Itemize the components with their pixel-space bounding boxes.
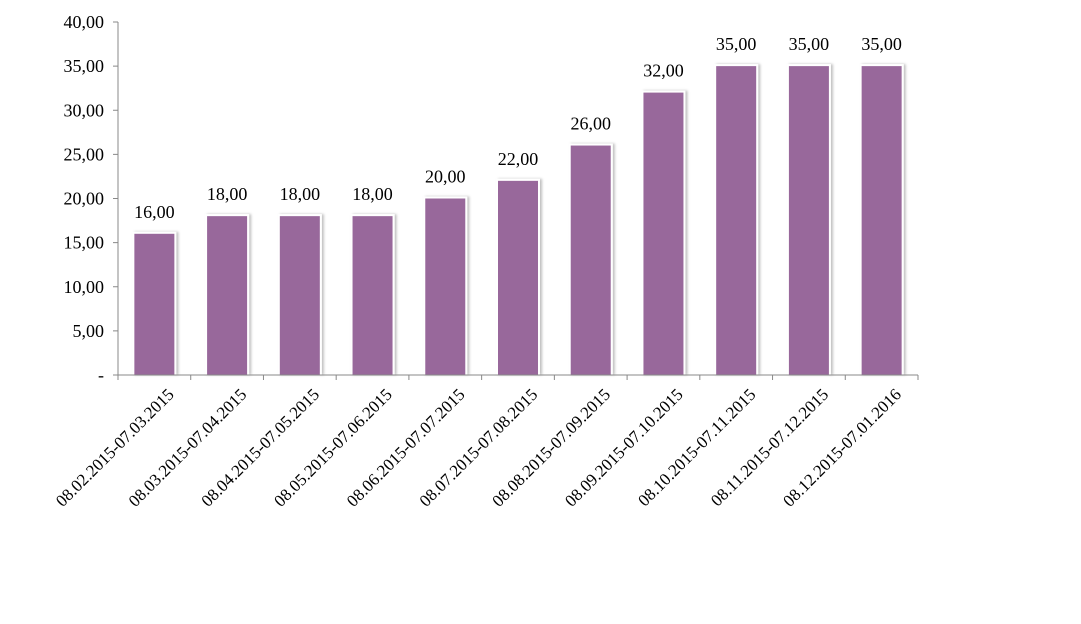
bar <box>352 216 393 375</box>
x-category-label: 08.11.2015-07.12.2015 <box>707 385 832 510</box>
data-label: 18,00 <box>280 184 321 204</box>
bar <box>134 233 175 375</box>
data-label: 22,00 <box>498 149 539 169</box>
x-category-label: 08.06.2015-07.07.2015 <box>343 385 469 511</box>
y-tick-label: - <box>98 365 104 385</box>
data-label: 18,00 <box>352 184 393 204</box>
y-tick-label: 15,00 <box>64 233 105 253</box>
x-category-label: 08.03.2015-07.04.2015 <box>125 385 251 511</box>
x-category-label: 08.04.2015-07.05.2015 <box>197 385 323 511</box>
x-category-label: 08.07.2015-07.08.2015 <box>416 385 542 511</box>
data-label: 26,00 <box>570 114 611 134</box>
x-category-label: 08.08.2015-07.09.2015 <box>488 385 614 511</box>
data-label: 35,00 <box>716 34 757 54</box>
bar <box>716 66 757 375</box>
data-label: 35,00 <box>789 34 830 54</box>
y-tick-label: 35,00 <box>64 56 105 76</box>
y-tick-label: 10,00 <box>64 277 105 297</box>
bar <box>788 66 829 375</box>
x-category-label: 08.12.2015-07.01.2016 <box>779 385 905 511</box>
y-tick-label: 30,00 <box>64 100 105 120</box>
data-label: 32,00 <box>643 61 684 81</box>
bar <box>570 145 611 375</box>
bar <box>279 216 320 375</box>
data-label: 35,00 <box>861 34 902 54</box>
labels-group: - 5,00 10,00 15,00 20,00 25,00 30,00 35,00 40,00… <box>52 12 905 511</box>
data-label: 18,00 <box>207 184 248 204</box>
data-label: 20,00 <box>425 167 466 187</box>
y-tick-label: 20,00 <box>64 189 105 209</box>
x-category-label: 08.02.2015-07.03.2015 <box>52 385 178 511</box>
axes-group <box>113 21 919 380</box>
data-label: 16,00 <box>134 202 175 222</box>
x-category-label: 08.05.2015-07.06.2015 <box>270 385 396 511</box>
bar <box>643 92 684 375</box>
bar <box>861 66 902 375</box>
bars-group <box>132 64 904 375</box>
bar <box>207 216 248 375</box>
y-tick-label: 40,00 <box>64 12 105 32</box>
x-category-label: 08.10.2015-07.11.2015 <box>634 385 759 510</box>
x-category-label: 08.09.2015-07.10.2015 <box>561 385 687 511</box>
y-tick-label: 25,00 <box>64 144 105 164</box>
bar <box>425 198 466 375</box>
bar <box>498 180 538 375</box>
y-tick-label: 5,00 <box>73 321 105 341</box>
